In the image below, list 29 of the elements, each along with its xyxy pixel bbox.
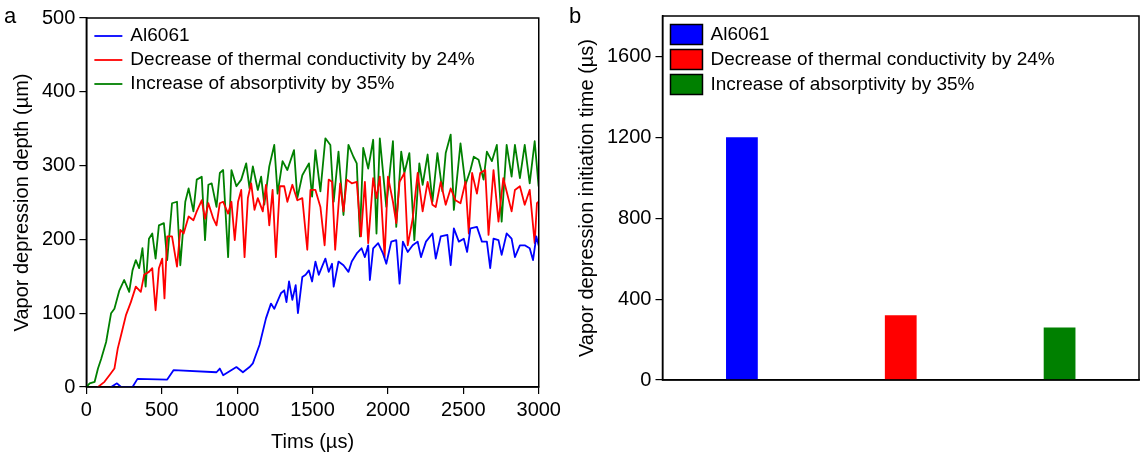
x-tick-label: 2000 <box>365 397 411 420</box>
legend-label: Increase of absorptivity by 35% <box>130 72 395 94</box>
y-tick-label: 1200 <box>606 124 652 147</box>
y-tick-label: 100 <box>41 300 76 323</box>
y-tick-label: 400 <box>41 79 76 102</box>
x-tick-label: 500 <box>145 397 179 420</box>
chart-title: a <box>4 3 17 29</box>
y-tick-label: 0 <box>640 367 652 390</box>
x-tick-label: 2500 <box>441 397 486 420</box>
legend-label: Al6061 <box>130 24 190 46</box>
legend-label: Increase of absorptivity by 35% <box>710 72 975 94</box>
y-tick-label: 800 <box>618 205 652 228</box>
y-tick-label: 500 <box>41 5 76 28</box>
legend-label: Decrease of thermal conductivity by 24% <box>130 48 475 70</box>
y-tick-label: 400 <box>618 286 652 309</box>
y-tick-label: 1600 <box>606 43 652 66</box>
x-axis-title: Tims (µs) <box>271 429 355 452</box>
y-axis-title: Vapor depression depth (µm) <box>9 73 32 332</box>
legend-label: Decrease of thermal conductivity by 24% <box>710 47 1055 69</box>
y-tick-label: 300 <box>41 153 76 176</box>
y-tick-label: 200 <box>41 226 76 249</box>
x-tick-label: 1500 <box>290 397 335 420</box>
x-tick-label: 0 <box>80 397 92 420</box>
x-tick-label: 3000 <box>516 397 561 420</box>
legend-label: Al6061 <box>710 22 770 44</box>
y-axis-title: Vapor depression initiation time (µs) <box>574 39 597 357</box>
x-tick-label: 1000 <box>214 397 260 420</box>
chart-title: b <box>569 3 582 29</box>
y-tick-label: 0 <box>64 374 76 397</box>
